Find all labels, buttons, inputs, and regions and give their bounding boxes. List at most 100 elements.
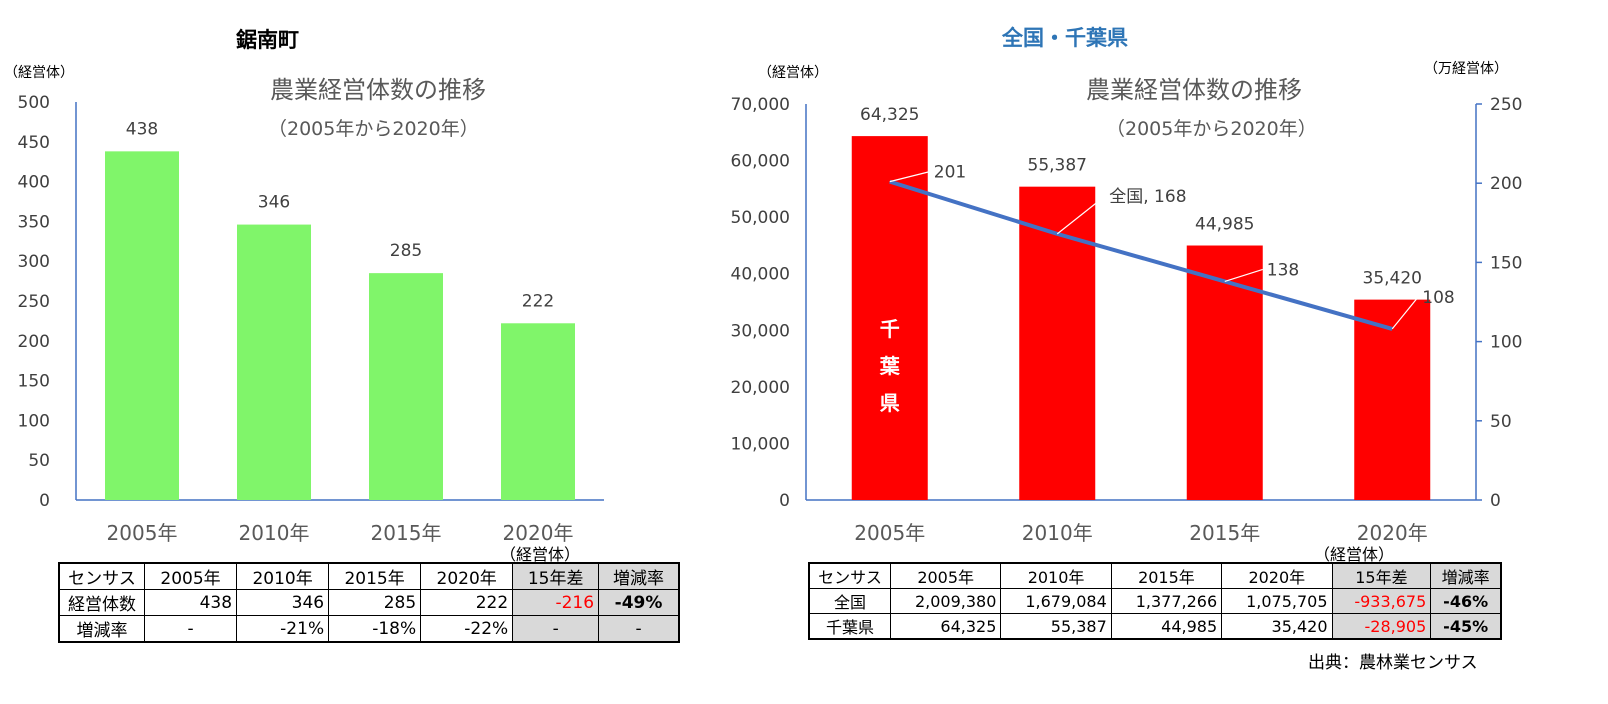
bar bbox=[105, 151, 179, 501]
right-unit-left-label: （経営体） bbox=[758, 65, 828, 81]
right-chart-title: 農業経営体数の推移 bbox=[1086, 76, 1302, 104]
table-cell: 346 bbox=[236, 589, 330, 616]
line-series bbox=[889, 179, 1393, 331]
y-tick-label: 60,000 bbox=[731, 152, 790, 172]
line-data-label: 138 bbox=[1267, 260, 1299, 280]
y-tick-right-label: 100 bbox=[1490, 333, 1522, 353]
y-tick-right-label: 150 bbox=[1490, 253, 1522, 273]
x-tick-label: 2015年 bbox=[1189, 521, 1260, 545]
right-data-table: センサス 2005年 2010年 2015年 2020年 15年差 増減率 全国… bbox=[808, 562, 1502, 640]
table-cell: センサス bbox=[808, 562, 891, 589]
table-cell: 44,985 bbox=[1110, 613, 1223, 640]
y-tick-label: 70,000 bbox=[731, 95, 790, 115]
bar bbox=[1019, 186, 1096, 500]
table-cell: 222 bbox=[420, 589, 514, 616]
table-cell: 64,325 bbox=[889, 613, 1002, 640]
y-tick-right-label: 250 bbox=[1490, 95, 1522, 115]
left-chart-title: 農業経営体数の推移 bbox=[270, 76, 486, 104]
line-data-label: 201 bbox=[934, 163, 966, 183]
table-cell: 経営体数 bbox=[58, 589, 145, 616]
table-cell: -933,675 bbox=[1331, 588, 1432, 614]
leader-line bbox=[1056, 195, 1106, 235]
table-row: 経営体数 438 346 285 222 -216 -49% bbox=[58, 589, 680, 616]
x-tick-label: 2005年 bbox=[854, 521, 925, 545]
left-chart: 0 50 100 150 200 250 300 350 400 450 500 438 2005年 34… bbox=[18, 93, 604, 545]
table-cell: 増減率 bbox=[58, 615, 145, 643]
data-label: 438 bbox=[126, 119, 158, 139]
y-tick-label: 0 bbox=[39, 491, 50, 511]
table-cell: 2015年 bbox=[1110, 562, 1223, 589]
data-label: 64,325 bbox=[860, 105, 919, 125]
y-tick-label: 300 bbox=[18, 252, 50, 272]
bar-series-label-char: 葉 bbox=[879, 354, 901, 378]
table-cell: 285 bbox=[328, 589, 422, 616]
table-cell: -46% bbox=[1430, 588, 1502, 614]
x-tick-label: 2015年 bbox=[371, 521, 442, 545]
table-cell: 増減率 bbox=[598, 562, 680, 590]
x-tick-label: 2010年 bbox=[239, 521, 310, 545]
leader-line bbox=[1224, 268, 1263, 282]
y-tick-right-label: 50 bbox=[1490, 412, 1512, 432]
table-cell: 2005年 bbox=[889, 562, 1002, 589]
table-cell: 千葉県 bbox=[808, 613, 891, 640]
bar-series-label-char: 千 bbox=[880, 317, 900, 341]
x-tick-label: 2010年 bbox=[1022, 521, 1093, 545]
leader-line bbox=[889, 171, 930, 183]
table-row: センサス 2005年 2010年 2015年 2020年 15年差 増減率 bbox=[58, 562, 680, 590]
bar-series-label-char: 県 bbox=[880, 391, 900, 415]
bar bbox=[1354, 299, 1431, 500]
y-tick-label: 200 bbox=[18, 332, 50, 352]
y-tick-label: 500 bbox=[18, 93, 50, 113]
right-chart-subtitle: （2005年から2020年） bbox=[1106, 118, 1317, 140]
table-cell: 増減率 bbox=[1430, 562, 1502, 589]
left-data-table: センサス 2005年 2010年 2015年 2020年 15年差 増減率 経営… bbox=[58, 562, 680, 643]
table-cell: 15年差 bbox=[512, 562, 600, 590]
table-cell: 2,009,380 bbox=[889, 588, 1002, 614]
table-cell: -21% bbox=[236, 615, 330, 643]
right-table-unit: （経営体） bbox=[1314, 545, 1395, 564]
table-cell: 1,377,266 bbox=[1110, 588, 1223, 614]
bar bbox=[1186, 245, 1263, 500]
bar bbox=[851, 136, 928, 500]
table-row: 千葉県 64,325 55,387 44,985 35,420 -28,905 … bbox=[808, 613, 1502, 640]
table-cell: 2010年 bbox=[236, 562, 330, 590]
data-label: 55,387 bbox=[1028, 156, 1087, 176]
left-chart-subtitle: （2005年から2020年） bbox=[268, 118, 479, 140]
right-heading: 全国・千葉県 bbox=[1002, 26, 1128, 50]
y-tick-right-label: 200 bbox=[1490, 174, 1522, 194]
y-tick-label: 100 bbox=[18, 411, 50, 431]
data-label: 285 bbox=[390, 241, 422, 261]
table-cell: 2010年 bbox=[1000, 562, 1112, 589]
table-cell: 全国 bbox=[808, 588, 891, 614]
left-table-unit: （経営体） bbox=[500, 545, 581, 564]
table-cell: 2005年 bbox=[143, 562, 238, 590]
left-heading: 鋸南町 bbox=[236, 28, 299, 52]
table-cell: - bbox=[598, 615, 680, 643]
y-tick-label: 450 bbox=[18, 133, 50, 153]
table-cell: -22% bbox=[420, 615, 514, 643]
data-label: 35,420 bbox=[1363, 269, 1422, 289]
table-cell: 1,679,084 bbox=[1000, 588, 1112, 614]
y-tick-label: 50,000 bbox=[731, 208, 790, 228]
bar bbox=[369, 273, 443, 500]
table-cell: 2020年 bbox=[1221, 562, 1333, 589]
left-unit-label: （経営体） bbox=[4, 65, 74, 81]
y-tick-label: 400 bbox=[18, 173, 50, 193]
table-cell: 15年差 bbox=[1331, 562, 1432, 589]
table-cell: -28,905 bbox=[1331, 613, 1432, 640]
right-unit-right-label: （万経営体） bbox=[1424, 61, 1508, 77]
x-tick-label: 2020年 bbox=[503, 521, 574, 545]
table-row: センサス 2005年 2010年 2015年 2020年 15年差 増減率 bbox=[808, 562, 1502, 589]
table-cell: 55,387 bbox=[1000, 613, 1112, 640]
bar bbox=[501, 323, 575, 500]
y-tick-label: 350 bbox=[18, 212, 50, 232]
table-cell: 2020年 bbox=[420, 562, 514, 590]
y-tick-label: 50 bbox=[28, 451, 50, 471]
x-tick-label: 2005年 bbox=[107, 521, 178, 545]
y-tick-label: 40,000 bbox=[731, 265, 790, 285]
table-cell: 2015年 bbox=[328, 562, 422, 590]
data-label: 44,985 bbox=[1195, 215, 1254, 235]
table-cell: - bbox=[143, 615, 238, 643]
table-cell: -18% bbox=[328, 615, 422, 643]
table-cell: -49% bbox=[598, 589, 680, 616]
